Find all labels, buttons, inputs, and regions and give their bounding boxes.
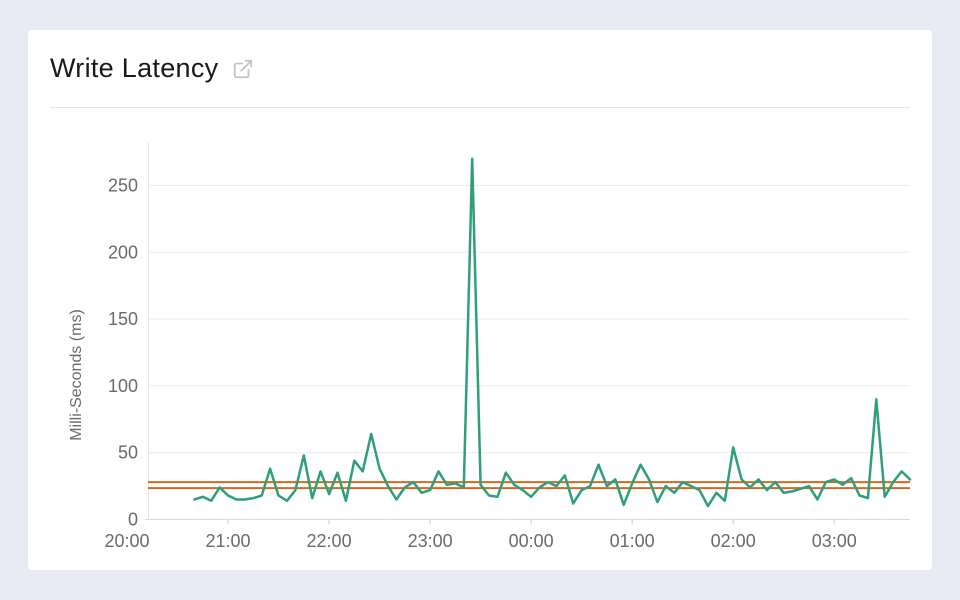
- y-tick-label: 0: [128, 510, 138, 530]
- x-tick-label: 23:00: [408, 531, 453, 551]
- x-tick-label: 00:00: [509, 531, 554, 551]
- y-tick-label: 50: [118, 443, 138, 463]
- write-latency-chart-canvas[interactable]: 0 50 100 150 200 250 20:00 21:00 22:00 23:00 00:00…: [28, 30, 932, 570]
- y-tick-label: 150: [108, 309, 138, 329]
- x-tick-label: 20:00: [104, 531, 149, 551]
- x-tick-label: 22:00: [307, 531, 352, 551]
- header-divider: [50, 107, 910, 108]
- write-latency-card: Write Latency 0 50 100 150 200 250 20:00 21:00 2…: [28, 30, 932, 570]
- x-tick-label: 21:00: [206, 531, 251, 551]
- x-tick-label: 01:00: [610, 531, 655, 551]
- y-tick-label: 250: [108, 176, 138, 196]
- x-tick-label: 03:00: [812, 531, 857, 551]
- external-link-icon[interactable]: [232, 58, 254, 80]
- y-tick-label: 200: [108, 242, 138, 262]
- x-tick-label: 02:00: [711, 531, 756, 551]
- card-header: Write Latency: [28, 30, 932, 83]
- y-axis-title: Milli-Seconds (ms): [68, 309, 85, 441]
- latency-series-line: [193, 157, 912, 508]
- chart-title: Write Latency: [50, 53, 219, 83]
- y-tick-label: 100: [108, 376, 138, 396]
